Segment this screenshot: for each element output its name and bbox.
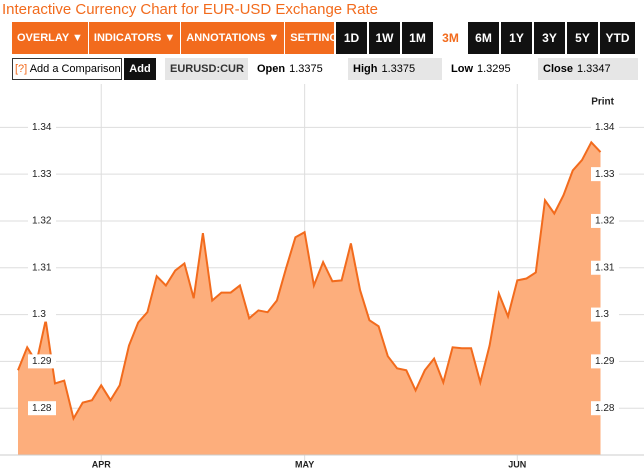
symbol: EURUSD:CUR [165,58,248,80]
tick-label-box [28,260,56,275]
page-title: Interactive Currency Chart for EUR-USD E… [2,1,378,18]
y-tick-label: 1.29 [595,356,615,367]
range-bar: 1D 1W 1M 3M 6M 1Y 3Y 5Y YTD [336,22,635,54]
tick-label-box [28,167,56,182]
range-button[interactable]: 1W [369,22,400,54]
tick-label-box [591,167,619,182]
range-button[interactable]: 1D [336,22,367,54]
comparison-input[interactable]: [?] Add a Comparison [12,58,122,80]
tick-label-box [28,354,56,369]
quote-value: 1.3347 [576,63,611,75]
range-button[interactable]: YTD [600,22,635,54]
tick-label-box [591,120,619,135]
tick-label-box [28,120,56,135]
tick-label-box [28,307,56,322]
tick-label-box [591,307,619,322]
quote-label: High [353,63,378,75]
tick-label-box [28,401,56,416]
quote-field: High 1.3375 [348,58,442,80]
quote-value: 1.3295 [477,63,511,75]
range-button[interactable]: 3Y [534,22,565,54]
quote-field: Low 1.3295 [446,58,536,80]
y-tick-label: 1.34 [32,122,52,133]
y-tick-label: 1.28 [32,403,52,414]
area [18,142,601,456]
y-tick-label: 1.32 [32,216,52,227]
y-tick-label: 1.3 [595,309,609,320]
line [17,140,602,422]
menu-bar: OVERLAY ▼ INDICATORS ▼ ANNOTATIONS ▼ SETTIN… [12,22,366,54]
y-tick-label: 1.32 [595,216,615,227]
y-tick-label: 1.33 [32,169,52,180]
y-tick-label: 1.29 [32,356,52,367]
range-button[interactable]: 5Y [567,22,598,54]
quote-value: 1.3375 [381,63,416,75]
range-button[interactable]: 3M [435,22,466,54]
chart: 1.28 1.28 1.29 1.29 1.3 1.3 1.31 1.31 1.32 1.32 1.… [0,84,644,474]
menu-item[interactable]: OVERLAY ▼ [12,22,89,54]
tick-label-box [591,354,619,369]
tick-label-box [591,213,619,228]
quote-label: Close [543,63,573,75]
placeholder: Add a Comparison [29,63,121,75]
print-link[interactable]: Print [591,97,614,108]
x-tick-label: APR [92,459,112,469]
x-tick-label: JUN [508,459,526,469]
quote-field: Open 1.3375 [252,58,344,80]
range-button[interactable]: 1Y [501,22,532,54]
tick-label-box [591,401,619,416]
menu-item[interactable]: ANNOTATIONS ▼ [181,22,286,54]
y-tick-label: 1.34 [595,122,615,133]
quote-label: Open [257,63,286,75]
quote-label: Low [451,63,473,75]
quote-field: Close 1.3347 [538,58,638,80]
y-tick-label: 1.3 [32,309,46,320]
quote-value: 1.3375 [289,63,323,75]
menu-item[interactable]: INDICATORS ▼ [89,22,182,54]
add-button[interactable]: Add [124,58,156,80]
tick-label-box [591,260,619,275]
help-icon[interactable]: [?] [15,63,28,75]
y-tick-label: 1.28 [595,403,615,414]
tick-label-box [28,213,56,228]
range-button[interactable]: 6M [468,22,499,54]
x-tick-label: MAY [295,459,314,469]
y-tick-label: 1.33 [595,169,615,180]
y-tick-label: 1.31 [32,262,52,273]
range-button[interactable]: 1M [402,22,433,54]
y-tick-label: 1.31 [595,262,615,273]
